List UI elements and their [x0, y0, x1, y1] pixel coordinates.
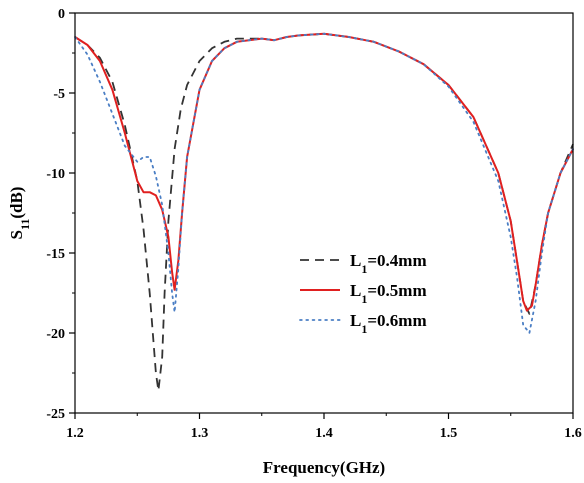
y-tick-label: -10 — [46, 167, 65, 182]
series-layer — [74, 32, 574, 392]
y-tick-label: -15 — [46, 247, 65, 262]
plot-frame — [74, 12, 574, 414]
series-line-1 — [74, 32, 574, 392]
y-tick-label: -5 — [53, 87, 65, 102]
legend-label-suffix: =0.5mm — [367, 281, 426, 300]
legend-label-sub: 1 — [361, 292, 367, 306]
series-line-3 — [74, 32, 574, 334]
y-axis-label-sub: 11 — [18, 219, 32, 230]
legend-label-3: L1=0.6mm — [350, 311, 427, 336]
y-tick-label: -25 — [46, 407, 65, 422]
y-axis-label-suffix: (dB) — [7, 187, 26, 219]
legend-label-main: L — [350, 311, 361, 330]
x-tick-label: 1.5 — [440, 426, 458, 441]
legend-label-main: L — [350, 251, 361, 270]
legend-label-suffix: =0.4mm — [367, 251, 426, 270]
y-axis-label: S11(dB) — [7, 187, 32, 240]
series-line-2 — [74, 32, 574, 312]
y-axis-label-main: S — [7, 230, 26, 239]
legend-label-sub: 1 — [361, 322, 367, 336]
legend-label-suffix: =0.6mm — [367, 311, 426, 330]
legend-label-2: L1=0.5mm — [350, 281, 427, 306]
x-tick-label: 1.4 — [315, 426, 333, 441]
x-axis-label: Frequency(GHz) — [263, 458, 385, 477]
x-tick-label: 1.6 — [564, 426, 582, 441]
y-tick-label: 0 — [58, 7, 65, 22]
x-tick-label: 1.2 — [66, 426, 84, 441]
legend-label-main: L — [350, 281, 361, 300]
x-tick-label: 1.3 — [191, 426, 209, 441]
legend-label-1: L1=0.4mm — [350, 251, 427, 276]
legend-label-sub: 1 — [361, 262, 367, 276]
ticks-layer: 1.2 1.3 1.4 1.5 1.6 0 -5 -10 -15 -20 -25 — [46, 7, 581, 441]
y-tick-label: -20 — [46, 327, 65, 342]
